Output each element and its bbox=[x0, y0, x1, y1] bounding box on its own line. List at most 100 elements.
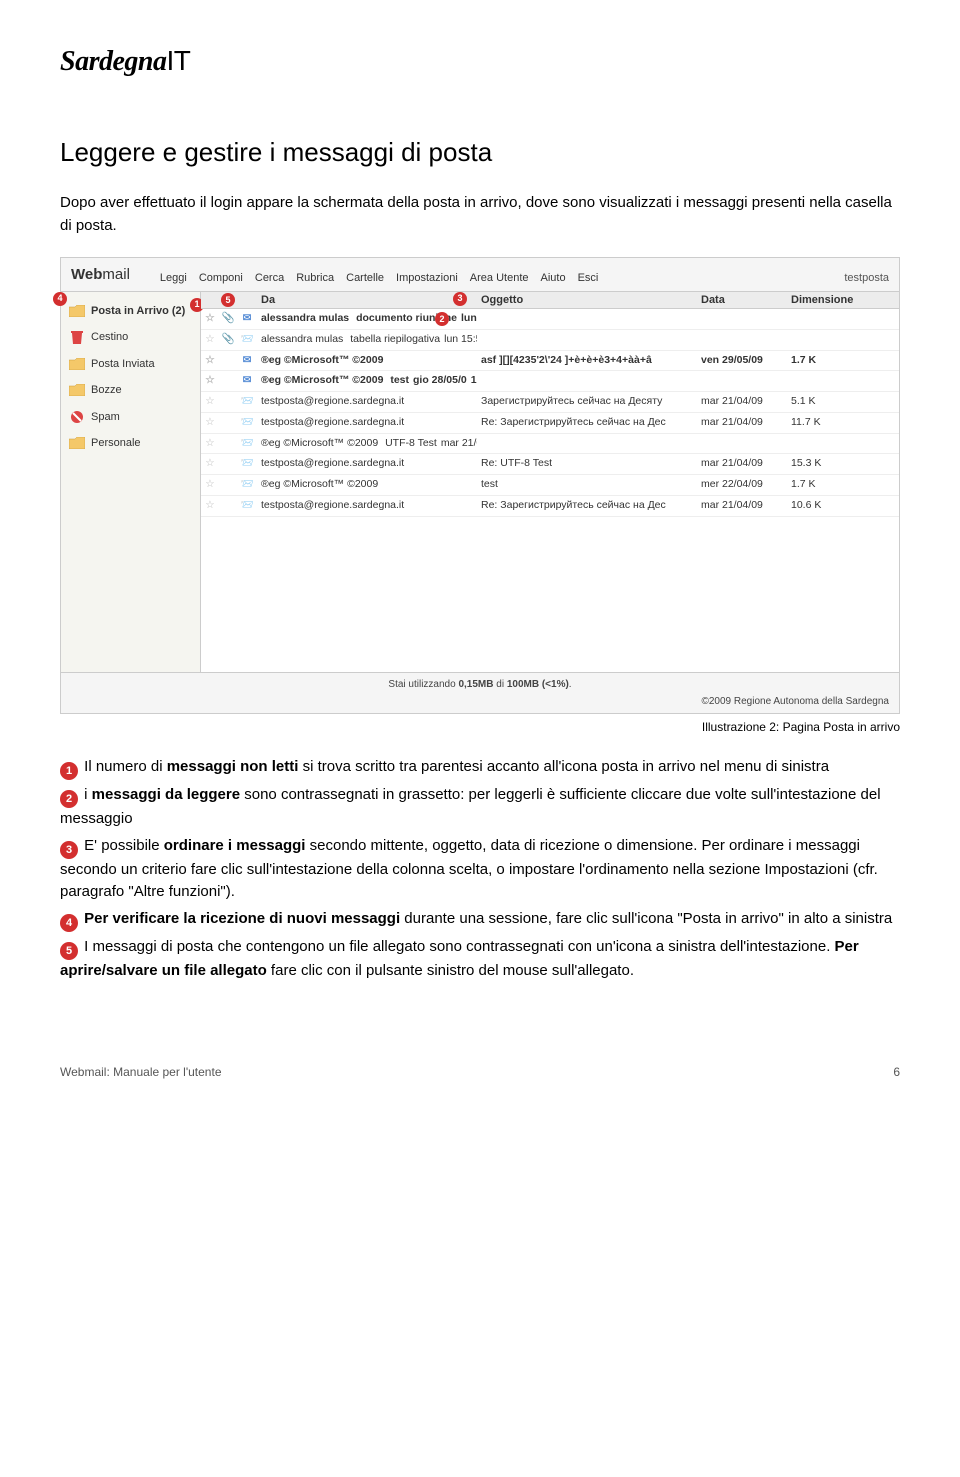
message-row[interactable]: ☆📎📨alessandra mulas tabella riepilogativ… bbox=[201, 330, 899, 351]
nav-rubrica[interactable]: Rubrica bbox=[296, 270, 334, 287]
folder-trash[interactable]: Cestino bbox=[61, 324, 200, 351]
col-da[interactable]: Da 3 bbox=[257, 292, 477, 309]
folder-personal[interactable]: Personale bbox=[61, 430, 200, 457]
main-nav: Leggi Componi Cerca Rubrica Cartelle Imp… bbox=[160, 270, 598, 287]
envelope-icon: 📨 bbox=[237, 498, 257, 514]
message-row[interactable]: ☆📨testposta@regione.sardegna.itRe: Зарег… bbox=[201, 496, 899, 517]
star-icon[interactable]: ☆ bbox=[201, 415, 219, 431]
nav-leggi[interactable]: Leggi bbox=[160, 270, 187, 287]
envelope-icon: ✉ bbox=[237, 353, 257, 369]
column-header-row: 5 Da 3 Oggetto Data Dimensione bbox=[201, 292, 899, 310]
col-attachment[interactable]: 5 bbox=[219, 292, 237, 309]
cell-data: mer 22/04/09 bbox=[697, 477, 787, 493]
col-data[interactable]: Data bbox=[697, 292, 787, 309]
envelope-icon: 📨 bbox=[237, 477, 257, 493]
star-icon[interactable]: ☆ bbox=[201, 373, 219, 389]
message-row[interactable]: ☆✉®eg ©Microsoft™ ©2009 testgio 28/05/01… bbox=[201, 371, 899, 392]
footer-right: 6 bbox=[893, 1063, 900, 1081]
nav-impostazioni[interactable]: Impostazioni bbox=[396, 270, 458, 287]
cell-oggetto: Зарегистрируйтесь сейчас на Десяту bbox=[477, 394, 697, 410]
envelope-icon: 📨 bbox=[237, 456, 257, 472]
col-envelope[interactable] bbox=[237, 292, 257, 309]
col-da-label: Da bbox=[261, 294, 275, 306]
explain-5: 5 I messaggi di posta che contengono un … bbox=[60, 936, 900, 983]
page-footer: Webmail: Manuale per l'utente 6 bbox=[60, 1063, 900, 1081]
cell-oggetto: Re: Зарегистрируйтесь сейчас на Дес bbox=[477, 498, 697, 514]
message-row[interactable]: ☆📨testposta@regione.sardegna.itRe: Зарег… bbox=[201, 413, 899, 434]
screenshot-footer: Stai utilizzando 0,15MB di 100MB (<1%). … bbox=[61, 672, 899, 713]
sent-icon bbox=[69, 357, 85, 371]
message-row[interactable]: ☆📨testposta@regione.sardegna.itЗарегистр… bbox=[201, 392, 899, 413]
star-icon[interactable]: ☆ bbox=[201, 332, 219, 348]
star-icon[interactable]: ☆ bbox=[201, 311, 219, 327]
folder-sent-label: Posta Inviata bbox=[91, 356, 155, 373]
nav-cerca[interactable]: Cerca bbox=[255, 270, 284, 287]
copyright: ©2009 Regione Autonoma della Sardegna bbox=[71, 694, 889, 709]
page-title: Leggere e gestire i messaggi di posta bbox=[60, 133, 900, 172]
star-icon[interactable]: ☆ bbox=[201, 353, 219, 369]
message-row[interactable]: ☆📎✉alessandra mulas documento riunione2l… bbox=[201, 309, 899, 330]
annotation-3-icon: 3 bbox=[453, 292, 467, 306]
attachment-icon: 📎 bbox=[219, 332, 237, 348]
storage-status: Stai utilizzando 0,15MB di 100MB (<1%). bbox=[71, 677, 889, 692]
bullet-3-icon: 3 bbox=[60, 841, 78, 859]
message-row[interactable]: ☆✉®eg ©Microsoft™ ©2009 asf ][][4235'2\'… bbox=[201, 351, 899, 372]
footer-left: Webmail: Manuale per l'utente bbox=[60, 1063, 222, 1081]
message-list: 5 Da 3 Oggetto Data Dimensione ☆📎✉alessa… bbox=[201, 292, 899, 672]
logo-suffix: IT bbox=[166, 45, 190, 76]
folder-spam-label: Spam bbox=[91, 409, 120, 426]
col-star[interactable] bbox=[201, 292, 219, 309]
star-icon[interactable]: ☆ bbox=[201, 394, 219, 410]
cell-oggetto: Re: UTF-8 Test bbox=[477, 456, 697, 472]
cell-oggetto: test bbox=[477, 477, 697, 493]
cell-oggetto: test bbox=[386, 374, 409, 386]
envelope-icon: ✉ bbox=[237, 373, 257, 389]
cell-oggetto: documento riunione2 bbox=[352, 312, 457, 324]
cell-data: mar 21/04/09 bbox=[697, 415, 787, 431]
folder-inbox[interactable]: 4 Posta in Arrivo (2) 1 bbox=[61, 298, 200, 325]
folder-sent[interactable]: Posta Inviata bbox=[61, 351, 200, 378]
explain-2: 2 i messaggi da leggere sono contrassegn… bbox=[60, 784, 900, 831]
nav-componi[interactable]: Componi bbox=[199, 270, 243, 287]
cell-oggetto: asf ][][4235'2\'24 ]+è+è+è3+4+àà+â bbox=[477, 353, 697, 369]
current-user: testposta bbox=[844, 270, 889, 287]
annotation-5-icon: 5 bbox=[221, 293, 235, 307]
star-icon[interactable]: ☆ bbox=[201, 498, 219, 514]
cell-data: lun 15:55 bbox=[440, 333, 477, 345]
col-dim[interactable]: Dimensione bbox=[787, 292, 857, 309]
col-oggetto[interactable]: Oggetto bbox=[477, 292, 697, 309]
star-icon[interactable]: ☆ bbox=[201, 436, 219, 452]
nav-aiuto[interactable]: Aiuto bbox=[541, 270, 566, 287]
cell-data: lun 15:43 bbox=[457, 312, 477, 324]
cell-dim: 1.7 K bbox=[787, 353, 857, 369]
logo-name: Sardegna bbox=[60, 46, 166, 77]
envelope-icon: 📨 bbox=[237, 436, 257, 452]
nav-esci[interactable]: Esci bbox=[578, 270, 599, 287]
cell-data: mar 21/04/09 bbox=[437, 437, 477, 449]
folder-drafts[interactable]: Bozze bbox=[61, 377, 200, 404]
brand-rest: mail bbox=[102, 266, 130, 283]
star-icon[interactable]: ☆ bbox=[201, 456, 219, 472]
folder-spam[interactable]: Spam bbox=[61, 404, 200, 431]
message-row[interactable]: ☆📨testposta@regione.sardegna.itRe: UTF-8… bbox=[201, 454, 899, 475]
screenshot-header: Webmail Leggi Componi Cerca Rubrica Cart… bbox=[61, 258, 899, 292]
cell-dim: 1.7 K bbox=[787, 477, 857, 493]
cell-data: ven 29/05/09 bbox=[697, 353, 787, 369]
brand-bold: Web bbox=[71, 266, 102, 283]
nav-area-utente[interactable]: Area Utente bbox=[470, 270, 529, 287]
star-icon[interactable]: ☆ bbox=[201, 477, 219, 493]
cell-da: ®eg ©Microsoft™ ©2009 bbox=[257, 477, 477, 493]
drafts-icon bbox=[69, 383, 85, 397]
cell-dim: 11.7 K bbox=[787, 415, 857, 431]
cell-da: alessandra mulas tabella riepilogativalu… bbox=[257, 332, 477, 348]
nav-cartelle[interactable]: Cartelle bbox=[346, 270, 384, 287]
annotation-2-icon: 2 bbox=[435, 312, 449, 324]
message-row[interactable]: ☆📨®eg ©Microsoft™ ©2009 UTF-8 Testmar 21… bbox=[201, 434, 899, 455]
personal-icon bbox=[69, 436, 85, 450]
message-row[interactable]: ☆ 📨®eg ©Microsoft™ ©2009 testmer 22/04/09… bbox=[201, 475, 899, 496]
figure-caption: Illustrazione 2: Pagina Posta in arrivo bbox=[60, 718, 900, 736]
cell-dim: 5.1 K bbox=[787, 394, 857, 410]
attachment-icon: 📎 bbox=[219, 311, 237, 327]
annotation-4-icon: 4 bbox=[53, 292, 67, 306]
cell-data: mar 21/04/09 bbox=[697, 456, 787, 472]
